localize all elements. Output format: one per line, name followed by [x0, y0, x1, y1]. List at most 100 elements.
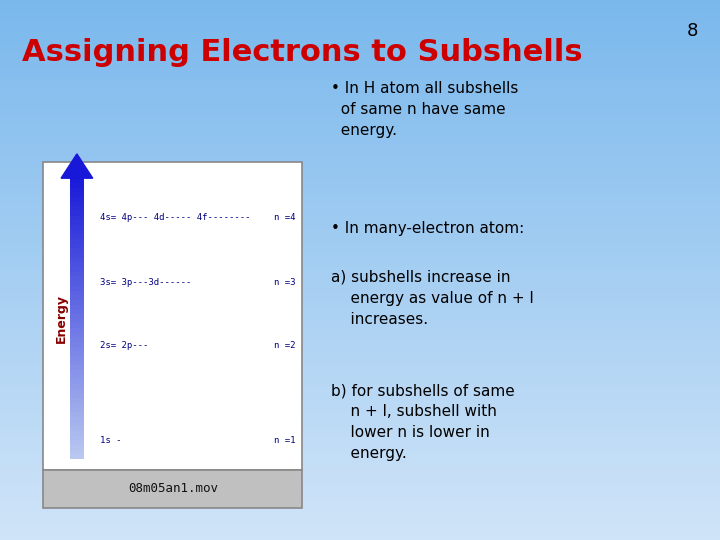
- Bar: [70, 211, 84, 215]
- Bar: [70, 201, 84, 206]
- Bar: [70, 426, 84, 431]
- Bar: [70, 192, 84, 197]
- Bar: [70, 276, 84, 281]
- Bar: [70, 449, 84, 454]
- Bar: [70, 411, 84, 417]
- Bar: [0, 112, 720, 117]
- Bar: [0, 23, 720, 27]
- Bar: [0, 500, 720, 504]
- Bar: [0, 360, 720, 364]
- Text: 1s -: 1s -: [100, 436, 122, 446]
- Bar: [0, 117, 720, 122]
- Bar: [70, 323, 84, 328]
- Bar: [0, 212, 720, 216]
- Bar: [0, 90, 720, 94]
- Bar: [0, 126, 720, 131]
- Bar: [0, 284, 720, 288]
- Polygon shape: [61, 154, 93, 178]
- Bar: [70, 416, 84, 422]
- Bar: [0, 162, 720, 166]
- Bar: [0, 99, 720, 104]
- Bar: [70, 393, 84, 398]
- Bar: [70, 402, 84, 408]
- Bar: [0, 522, 720, 526]
- Bar: [0, 189, 720, 193]
- Bar: [0, 63, 720, 68]
- Bar: [0, 72, 720, 77]
- Bar: [0, 270, 720, 274]
- Bar: [0, 504, 720, 509]
- Bar: [0, 468, 720, 472]
- Text: 8: 8: [687, 22, 698, 39]
- Bar: [0, 355, 720, 360]
- Bar: [70, 299, 84, 305]
- Bar: [0, 423, 720, 428]
- Bar: [0, 108, 720, 112]
- Bar: [0, 256, 720, 261]
- Bar: [0, 382, 720, 387]
- Text: n =3: n =3: [274, 278, 295, 287]
- Bar: [70, 197, 84, 201]
- Bar: [70, 388, 84, 394]
- Bar: [0, 220, 720, 225]
- Bar: [70, 239, 84, 244]
- Bar: [0, 176, 720, 180]
- Bar: [0, 517, 720, 522]
- Bar: [70, 248, 84, 253]
- Bar: [0, 239, 720, 243]
- Bar: [70, 440, 84, 445]
- Bar: [70, 234, 84, 239]
- Bar: [0, 369, 720, 374]
- Bar: [70, 397, 84, 403]
- Bar: [0, 324, 720, 328]
- Bar: [0, 328, 720, 333]
- Bar: [0, 364, 720, 369]
- Bar: [0, 288, 720, 293]
- Bar: [0, 40, 720, 45]
- Bar: [0, 297, 720, 301]
- Bar: [0, 301, 720, 306]
- Bar: [70, 341, 84, 347]
- Bar: [0, 436, 720, 441]
- Bar: [0, 81, 720, 85]
- Bar: [0, 531, 720, 536]
- Bar: [43, 162, 302, 470]
- Bar: [0, 234, 720, 239]
- Bar: [0, 50, 720, 54]
- Bar: [0, 225, 720, 229]
- Bar: [43, 470, 302, 508]
- Bar: [0, 351, 720, 355]
- Bar: [0, 509, 720, 513]
- Bar: [0, 166, 720, 171]
- Bar: [70, 379, 84, 384]
- Bar: [70, 304, 84, 309]
- Bar: [0, 77, 720, 81]
- Bar: [0, 455, 720, 459]
- Bar: [70, 285, 84, 291]
- Bar: [70, 229, 84, 234]
- Bar: [70, 318, 84, 323]
- Bar: [70, 243, 84, 248]
- Bar: [0, 409, 720, 414]
- Bar: [0, 432, 720, 436]
- Bar: [0, 148, 720, 153]
- Bar: [70, 351, 84, 356]
- Bar: [0, 396, 720, 401]
- Bar: [0, 185, 720, 189]
- Bar: [0, 320, 720, 324]
- Bar: [0, 9, 720, 14]
- Bar: [0, 490, 720, 495]
- Bar: [0, 392, 720, 396]
- Bar: [0, 247, 720, 252]
- Bar: [0, 513, 720, 517]
- Bar: [0, 374, 720, 378]
- Bar: [0, 135, 720, 139]
- Bar: [0, 18, 720, 23]
- Bar: [70, 309, 84, 314]
- Text: n =2: n =2: [274, 341, 295, 350]
- Bar: [0, 378, 720, 382]
- Bar: [0, 207, 720, 212]
- Text: n =1: n =1: [274, 436, 295, 446]
- Bar: [70, 332, 84, 338]
- Bar: [70, 360, 84, 366]
